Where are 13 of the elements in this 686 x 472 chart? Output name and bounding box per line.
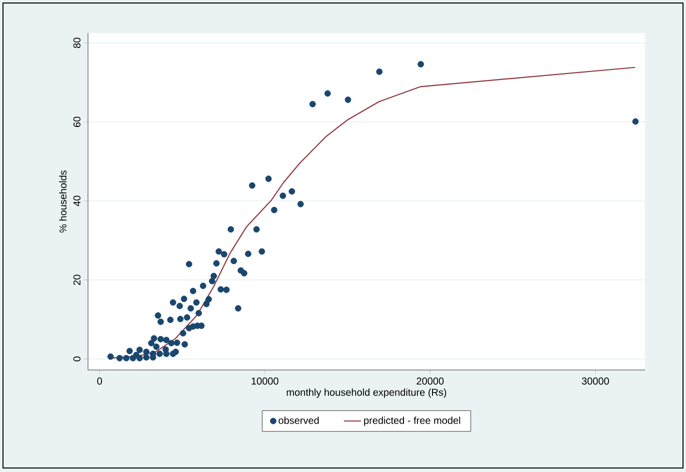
x-tick-label: 20000 [416,378,444,385]
legend-label: predicted - free model [364,416,460,426]
x-tick-label: 0 [97,378,102,385]
y-tick-label: 40 [73,196,80,206]
x-tick-label: 10000 [252,378,278,385]
x-axis-title: monthly household expenditure (Rs) [286,388,446,398]
y-axis-title: % households [59,170,67,233]
y-tick-label: 0 [73,356,80,362]
x-tick-label: 30000 [582,378,609,385]
y-tick-label: 80 [73,38,80,48]
y-tick-label: 20 [73,274,80,285]
y-tick-label: 60 [73,116,80,127]
legend-label: observed [278,416,319,424]
